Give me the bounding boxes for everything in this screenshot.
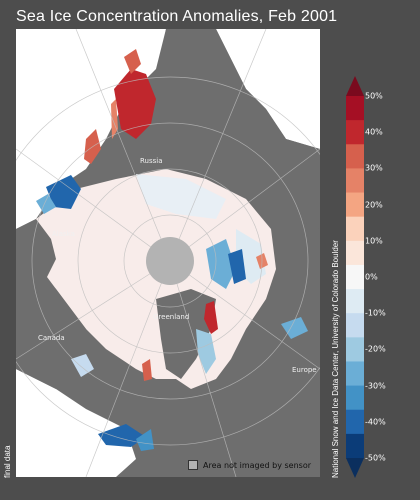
colorbar	[346, 76, 364, 478]
final-data-note: final data	[3, 445, 12, 478]
colorbar-cell	[346, 192, 364, 218]
colorbar-tick-label: 30%	[365, 163, 383, 173]
colorbar-tick-label: -30%	[365, 381, 386, 391]
graticule	[16, 29, 320, 477]
colorbar-cell	[346, 168, 364, 194]
colorbar-cell	[346, 240, 364, 266]
sea-ice-map: Russia Alaska Greenland Canada Europe	[16, 29, 320, 477]
label-greenland: Greenland	[153, 313, 189, 321]
label-canada: Canada	[38, 334, 65, 342]
colorbar-tick-label: 40%	[365, 127, 383, 137]
colorbar-cell	[346, 264, 364, 290]
label-alaska: Alaska	[52, 230, 75, 238]
colorbar-min-arrow	[346, 458, 364, 478]
colorbar-tick-label: 20%	[365, 200, 383, 210]
colorbar-max-arrow	[346, 76, 364, 96]
colorbar-cell	[346, 216, 364, 242]
colorbar-cell	[346, 289, 364, 314]
colorbar-tick-label: -10%	[365, 308, 386, 318]
legend-label: Area not imaged by sensor	[203, 460, 312, 470]
map-title: Sea Ice Concentration Anomalies, Feb 200…	[16, 8, 338, 25]
colorbar-tick-label: 10%	[365, 236, 383, 246]
colorbar-cell	[346, 409, 364, 435]
colorbar-tick-label: 50%	[365, 91, 383, 101]
colorbar-cell	[346, 144, 364, 169]
colorbar-tick-label: 0%	[365, 272, 378, 282]
legend-swatch	[188, 460, 198, 470]
legend-not-imaged: Area not imaged by sensor	[188, 460, 311, 470]
land-masses	[16, 29, 320, 459]
colorbar-cell	[346, 385, 364, 411]
colorbar-tick-label: -40%	[365, 417, 386, 427]
pole-hole	[146, 237, 194, 285]
colorbar-tick-label: -50%	[365, 453, 386, 463]
colorbar-cell	[346, 313, 364, 338]
colorbar-tick-label: -20%	[365, 344, 386, 354]
colorbar-cell	[346, 96, 364, 121]
colorbar-cell	[346, 120, 364, 145]
credit-text: National Snow and Ice Data Center, Unive…	[331, 240, 340, 478]
colorbar-cell	[346, 433, 364, 459]
colorbar-cell	[346, 337, 364, 362]
colorbar-cell	[346, 361, 364, 387]
label-russia: Russia	[140, 157, 163, 165]
label-europe: Europe	[292, 366, 317, 374]
